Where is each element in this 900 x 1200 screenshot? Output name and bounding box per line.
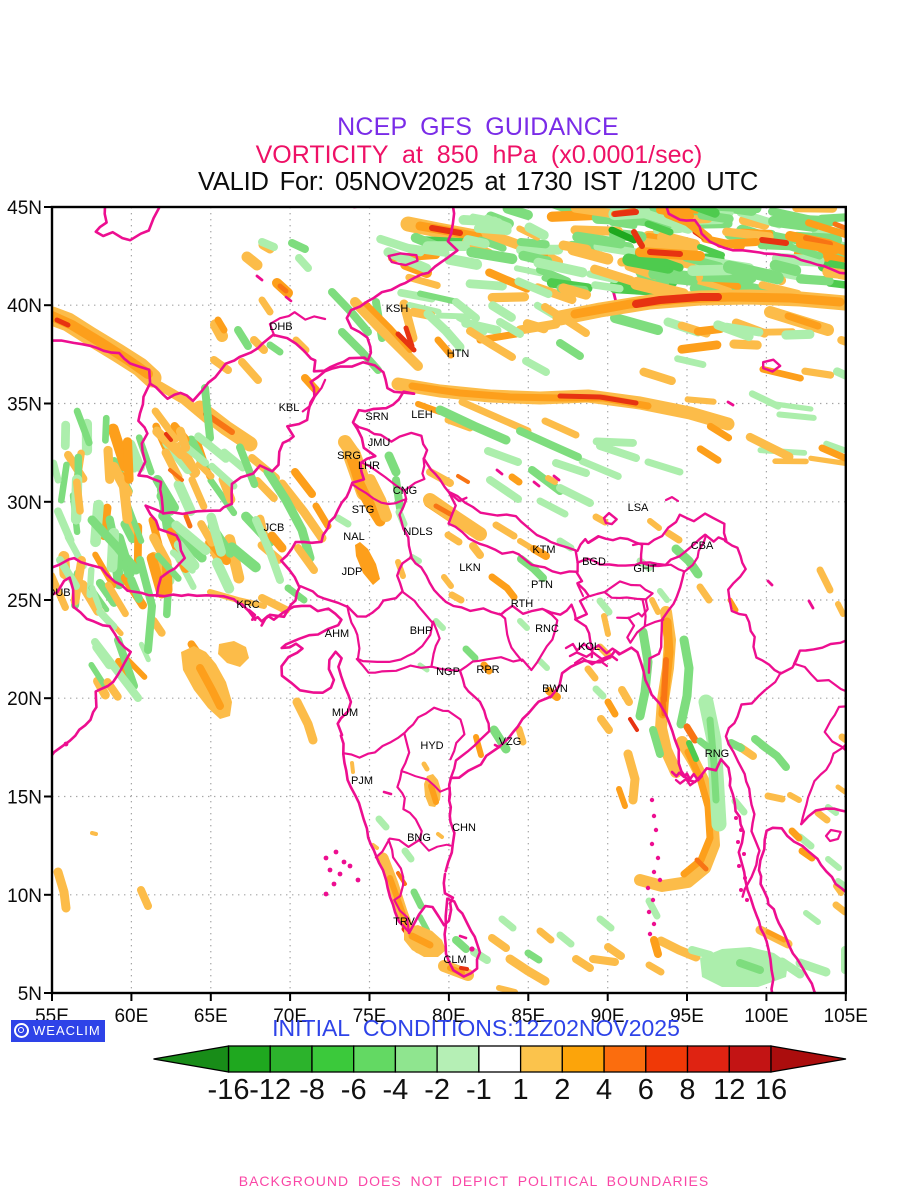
svg-text:DUB: DUB: [47, 587, 70, 599]
svg-text:15N: 15N: [7, 788, 42, 809]
svg-text:105E: 105E: [824, 1006, 868, 1027]
svg-text:16: 16: [755, 1074, 787, 1106]
svg-text:-16: -16: [208, 1074, 250, 1106]
svg-text:NAL: NAL: [343, 531, 364, 543]
svg-text:LEH: LEH: [411, 409, 432, 421]
svg-text:BGD: BGD: [582, 556, 606, 568]
svg-text:95E: 95E: [670, 1006, 704, 1027]
svg-text:75E: 75E: [353, 1006, 387, 1027]
svg-text:-6: -6: [341, 1074, 367, 1106]
svg-text:AHM: AHM: [325, 628, 349, 640]
svg-text:1: 1: [513, 1074, 529, 1106]
svg-text:BWN: BWN: [542, 683, 568, 695]
svg-text:-2: -2: [424, 1074, 450, 1106]
svg-text:LSA: LSA: [628, 502, 649, 514]
svg-text:LKN: LKN: [459, 562, 480, 574]
svg-text:-8: -8: [299, 1074, 325, 1106]
svg-text:6: 6: [638, 1074, 654, 1106]
svg-text:HTN: HTN: [447, 348, 470, 360]
svg-text:60E: 60E: [114, 1006, 148, 1027]
svg-text:RNC: RNC: [535, 623, 559, 635]
svg-text:65E: 65E: [194, 1006, 228, 1027]
svg-text:KTM: KTM: [532, 544, 555, 556]
svg-text:CHN: CHN: [452, 822, 476, 834]
svg-text:GHT: GHT: [633, 563, 657, 575]
svg-text:NDLS: NDLS: [403, 526, 432, 538]
svg-text:STG: STG: [352, 504, 375, 516]
svg-text:MUM: MUM: [332, 707, 358, 719]
svg-text:CNG: CNG: [393, 485, 417, 497]
svg-text:JDP: JDP: [342, 566, 363, 578]
svg-text:LHR: LHR: [358, 460, 380, 472]
svg-text:-1: -1: [466, 1074, 492, 1106]
svg-text:12: 12: [713, 1074, 745, 1106]
svg-text:KOL: KOL: [578, 641, 600, 653]
svg-text:70E: 70E: [273, 1006, 307, 1027]
svg-text:SRG: SRG: [337, 450, 361, 462]
svg-text:-12: -12: [249, 1074, 291, 1106]
svg-text:CBA: CBA: [691, 540, 714, 552]
svg-text:40N: 40N: [7, 296, 42, 317]
svg-text:25N: 25N: [7, 591, 42, 612]
svg-text:5N: 5N: [18, 984, 42, 1005]
svg-text:PJM: PJM: [351, 775, 373, 787]
svg-text:2: 2: [554, 1074, 570, 1106]
svg-text:KBL: KBL: [279, 402, 300, 414]
svg-text:BHP: BHP: [410, 625, 433, 637]
svg-text:20N: 20N: [7, 689, 42, 710]
svg-text:100E: 100E: [744, 1006, 788, 1027]
svg-text:VZG: VZG: [499, 736, 522, 748]
svg-text:-4: -4: [383, 1074, 409, 1106]
svg-text:CLM: CLM: [443, 954, 466, 966]
svg-text:RNG: RNG: [705, 748, 729, 760]
svg-text:BNG: BNG: [407, 832, 431, 844]
svg-text:DHB: DHB: [269, 321, 292, 333]
svg-text:10N: 10N: [7, 886, 42, 907]
svg-text:30N: 30N: [7, 493, 42, 514]
svg-text:JMU: JMU: [368, 437, 391, 449]
svg-text:90E: 90E: [591, 1006, 625, 1027]
svg-text:RTH: RTH: [511, 598, 533, 610]
svg-text:85E: 85E: [511, 1006, 545, 1027]
svg-text:SRN: SRN: [365, 411, 388, 423]
svg-text:KRC: KRC: [236, 599, 259, 611]
svg-text:4: 4: [596, 1074, 612, 1106]
svg-text:8: 8: [679, 1074, 695, 1106]
svg-text:HYD: HYD: [420, 740, 443, 752]
svg-text:80E: 80E: [432, 1006, 466, 1027]
svg-text:NGP: NGP: [436, 666, 460, 678]
svg-text:JCB: JCB: [264, 522, 285, 534]
svg-text:PTN: PTN: [531, 579, 553, 591]
svg-text:35N: 35N: [7, 395, 42, 416]
svg-text:RPR: RPR: [476, 664, 499, 676]
svg-text:45N: 45N: [7, 198, 42, 219]
svg-text:KSH: KSH: [386, 303, 409, 315]
svg-text:TRV: TRV: [393, 916, 415, 928]
